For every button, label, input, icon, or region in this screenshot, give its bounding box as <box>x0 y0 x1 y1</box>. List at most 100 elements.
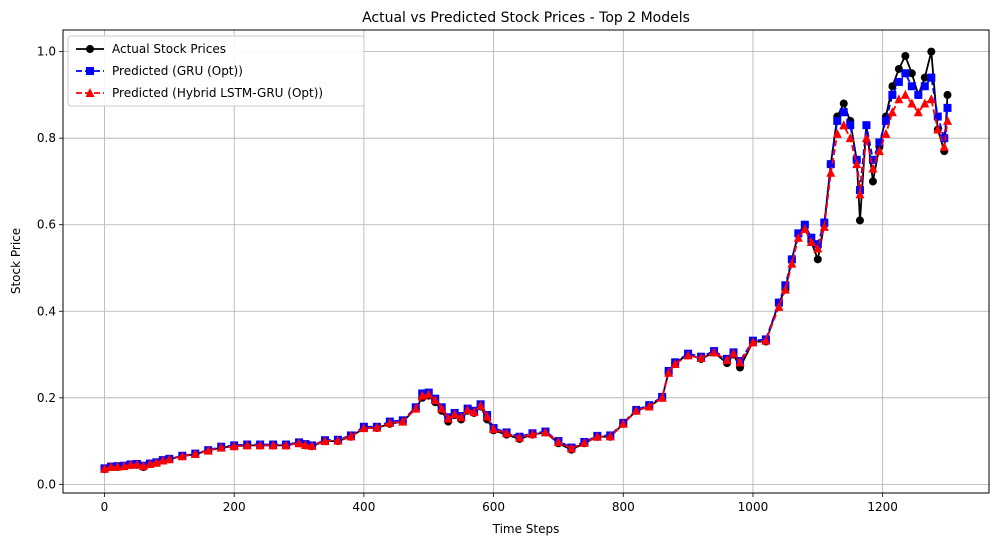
data-point <box>424 389 434 399</box>
data-point <box>888 82 897 91</box>
y-tick-label: 0.0 <box>37 477 56 491</box>
data-point <box>489 423 499 433</box>
data-point <box>942 115 952 125</box>
data-point <box>644 401 654 411</box>
data-point <box>346 431 356 441</box>
legend: Actual Stock Prices Predicted (GRU (Opt))… <box>67 35 365 107</box>
data-point <box>229 441 239 451</box>
data-point <box>881 128 891 138</box>
data-point <box>443 413 453 423</box>
data-point <box>907 98 917 108</box>
data-point <box>456 412 466 422</box>
data-point <box>855 216 864 225</box>
data-point <box>761 335 771 345</box>
data-point <box>307 440 317 450</box>
data-point <box>476 400 486 410</box>
legend-item: Actual Stock Prices <box>76 42 226 56</box>
data-point <box>920 73 929 82</box>
data-point <box>913 107 923 117</box>
data-point <box>385 417 395 427</box>
data-point <box>927 73 936 82</box>
data-point <box>86 45 94 53</box>
data-point <box>333 435 343 445</box>
data-point <box>793 232 803 242</box>
data-point <box>780 284 790 294</box>
data-point <box>190 449 200 459</box>
data-point <box>813 255 822 264</box>
data-point <box>900 89 910 99</box>
data-point <box>943 103 952 112</box>
data-point <box>839 99 848 108</box>
data-point <box>861 133 871 143</box>
axis-ticks: 0 200 400 600 800 1000 1200 0.0 0.2 0.4 0.6 0.8 1.0 <box>37 45 898 514</box>
data-point <box>920 82 929 91</box>
y-tick-label: 0.2 <box>37 391 56 405</box>
data-point <box>696 352 706 362</box>
data-point <box>774 301 784 311</box>
data-point <box>566 443 576 453</box>
data-point <box>845 133 855 143</box>
grid-lines <box>63 30 989 493</box>
data-point <box>901 69 910 78</box>
data-point <box>527 429 537 439</box>
data-point <box>281 440 291 450</box>
plot-area <box>63 30 989 493</box>
data-point <box>618 418 628 428</box>
data-point <box>735 357 745 367</box>
x-tick-label: 800 <box>612 500 635 514</box>
data-point <box>417 390 427 400</box>
data-point <box>125 459 135 469</box>
data-point <box>787 258 797 268</box>
data-point <box>888 90 897 99</box>
data-point <box>670 359 680 369</box>
data-point <box>868 163 878 173</box>
series-line <box>104 93 949 470</box>
data-point <box>469 407 479 417</box>
x-axis-label: Time Steps <box>492 522 560 536</box>
data-point <box>920 98 930 108</box>
x-tick-label: 1200 <box>867 500 898 514</box>
x-tick-label: 0 <box>101 500 109 514</box>
data-point <box>943 90 952 99</box>
data-point <box>268 440 278 450</box>
series-layer <box>100 47 952 474</box>
data-point <box>85 88 95 97</box>
data-point <box>894 64 903 73</box>
y-tick-label: 0.4 <box>37 304 56 318</box>
data-point <box>907 69 916 78</box>
legend-item: Predicted (GRU (Opt)) <box>76 64 243 78</box>
data-point <box>907 82 916 91</box>
data-point <box>894 94 904 104</box>
data-point <box>605 431 615 441</box>
data-point <box>839 108 848 117</box>
x-tick-label: 400 <box>352 500 375 514</box>
data-point <box>579 437 589 447</box>
data-point <box>826 167 836 177</box>
data-point <box>833 116 842 125</box>
data-point <box>301 439 311 449</box>
data-point <box>800 224 810 234</box>
data-point <box>940 134 949 143</box>
data-point <box>437 403 447 413</box>
data-point <box>855 189 865 199</box>
legend-label: Predicted (GRU (Opt)) <box>112 64 243 78</box>
data-point <box>86 67 94 75</box>
y-tick-label: 1.0 <box>37 45 56 59</box>
data-point <box>502 428 512 438</box>
data-point <box>933 112 942 121</box>
data-point <box>482 411 492 421</box>
x-tick-label: 1000 <box>738 500 769 514</box>
data-point <box>875 138 884 147</box>
data-point <box>132 459 142 469</box>
data-point <box>832 128 842 138</box>
data-point <box>359 423 369 433</box>
data-point <box>852 159 862 169</box>
data-point <box>819 221 829 231</box>
x-tick-label: 600 <box>482 500 505 514</box>
data-point <box>933 124 943 134</box>
data-point <box>106 462 116 472</box>
data-point <box>164 454 174 464</box>
data-point <box>145 459 155 469</box>
data-point <box>709 347 719 357</box>
